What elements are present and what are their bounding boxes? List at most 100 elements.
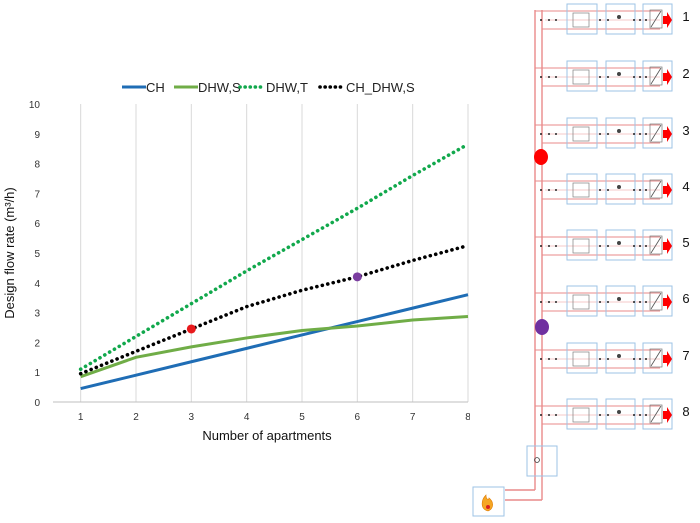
pipe-node bbox=[607, 76, 609, 78]
heat-output-arrow-icon bbox=[663, 12, 672, 28]
heat-output-arrow-icon bbox=[663, 407, 672, 423]
radiator-detail bbox=[650, 292, 662, 310]
heat-exchanger-box bbox=[566, 285, 598, 317]
pipe-node bbox=[599, 189, 601, 191]
pipe-node bbox=[633, 76, 635, 78]
apartment-unit: 8 bbox=[535, 398, 690, 430]
pipe-node bbox=[540, 245, 542, 247]
pump-symbol bbox=[617, 410, 621, 414]
heat-exchanger-box bbox=[566, 117, 598, 149]
pipe-node bbox=[540, 189, 542, 191]
pipe-node bbox=[548, 76, 550, 78]
pipe-node bbox=[645, 189, 647, 191]
pipe-node bbox=[540, 301, 542, 303]
heat-output-arrow-icon bbox=[663, 238, 672, 254]
pipe-node bbox=[607, 189, 609, 191]
valve-box bbox=[605, 60, 636, 92]
heat-output-arrow-icon bbox=[663, 182, 672, 198]
pipe-node bbox=[645, 358, 647, 360]
legend-label: CH bbox=[146, 80, 165, 95]
pipe-node bbox=[607, 133, 609, 135]
x-tick-label: 1 bbox=[78, 412, 84, 423]
valve-box bbox=[605, 117, 636, 149]
pipe-node bbox=[607, 301, 609, 303]
exchanger-detail bbox=[572, 126, 590, 142]
chart-markers bbox=[186, 272, 362, 334]
y-tick-label: 0 bbox=[34, 398, 40, 409]
pipe-node bbox=[645, 19, 647, 21]
legend-label: DHW,T bbox=[266, 80, 308, 95]
chart-legend: CH DHW,S DHW,T CH_DHW,S bbox=[122, 80, 415, 95]
pipe-node bbox=[639, 19, 641, 21]
heat-exchanger-box bbox=[566, 173, 598, 205]
apartment-number-label: 6 bbox=[682, 291, 689, 306]
pipe-node bbox=[607, 19, 609, 21]
pipe-node bbox=[633, 358, 635, 360]
y-tick-label: 3 bbox=[34, 309, 40, 320]
x-tick-label: 2 bbox=[133, 412, 139, 423]
y-tick-label: 10 bbox=[29, 100, 41, 111]
pipe-node bbox=[645, 245, 647, 247]
pipe-node bbox=[645, 133, 647, 135]
x-tick-label: 6 bbox=[355, 412, 361, 423]
pipe-node bbox=[639, 133, 641, 135]
chart-series bbox=[78, 142, 470, 391]
y-tick-labels: 0 1 2 3 4 5 6 7 8 9 10 bbox=[29, 100, 41, 409]
exchanger-detail bbox=[572, 407, 590, 423]
heat-exchanger-box bbox=[566, 229, 598, 261]
pipe-node bbox=[540, 358, 542, 360]
legend-label: CH_DHW,S bbox=[346, 80, 415, 95]
central-pump-box bbox=[526, 445, 558, 477]
radiator-box bbox=[642, 117, 673, 149]
exchanger-detail bbox=[572, 351, 590, 367]
pipe-node bbox=[645, 301, 647, 303]
heat-output-arrow-icon bbox=[663, 294, 672, 310]
radiator-box bbox=[642, 229, 673, 261]
heat-exchanger-box bbox=[566, 398, 598, 430]
radiator-frame bbox=[649, 348, 663, 368]
radiator-box bbox=[642, 173, 673, 205]
pipe-node bbox=[599, 76, 601, 78]
apartment-unit: 3 bbox=[535, 117, 690, 149]
apartment-number-label: 5 bbox=[682, 235, 689, 250]
apartment-number-label: 7 bbox=[682, 348, 689, 363]
y-tick-label: 4 bbox=[34, 279, 40, 290]
pipe-node bbox=[645, 414, 647, 416]
pipe-node bbox=[599, 414, 601, 416]
apartment-unit: 4 bbox=[535, 173, 690, 205]
radiator-detail bbox=[650, 10, 662, 28]
legend-item: CH_DHW,S bbox=[318, 80, 415, 95]
series-line-dhw-t bbox=[78, 142, 470, 372]
radiator-detail bbox=[650, 124, 662, 142]
red-flow-marker bbox=[534, 149, 548, 165]
radiator-frame bbox=[649, 404, 663, 424]
pipe-node bbox=[548, 245, 550, 247]
exchanger-detail bbox=[572, 294, 590, 310]
pipe-node bbox=[633, 19, 635, 21]
radiator-detail bbox=[650, 405, 662, 423]
pipe-node bbox=[548, 414, 550, 416]
pipe-node bbox=[555, 358, 557, 360]
pipe-node bbox=[548, 19, 550, 21]
valve-box bbox=[605, 285, 636, 317]
pipe-node bbox=[555, 76, 557, 78]
radiator-box bbox=[642, 398, 673, 430]
series-line-ch-dhw-s bbox=[78, 243, 470, 376]
exchanger-detail bbox=[572, 182, 590, 198]
radiator-box bbox=[642, 3, 673, 35]
radiator-box bbox=[642, 285, 673, 317]
radiator-detail bbox=[650, 180, 662, 198]
pipe-node bbox=[639, 414, 641, 416]
pipe-node bbox=[599, 301, 601, 303]
x-tick-label: 3 bbox=[189, 412, 195, 423]
pipe-node bbox=[548, 189, 550, 191]
pipe-node bbox=[607, 414, 609, 416]
pump-symbol bbox=[617, 185, 621, 189]
pipe-node bbox=[633, 414, 635, 416]
valve-box bbox=[605, 342, 636, 374]
radiator-frame bbox=[649, 9, 663, 29]
radiator-box bbox=[642, 342, 673, 374]
series-line-ch bbox=[80, 293, 469, 391]
pipe-node bbox=[555, 133, 557, 135]
pipe-node bbox=[633, 245, 635, 247]
